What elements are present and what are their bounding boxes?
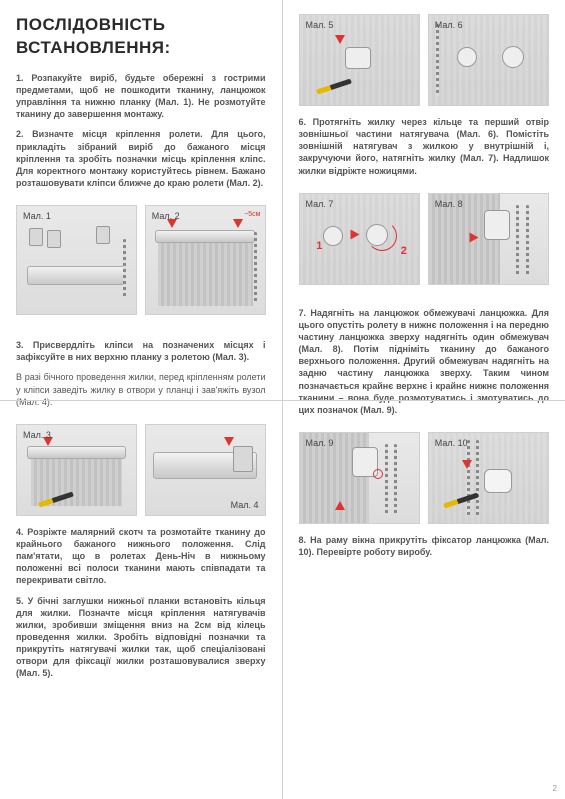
fig-label: Мал. 7: [306, 198, 334, 210]
step-6: 6. Протягніть жилку через кільце та перш…: [299, 116, 550, 177]
fig-label: Мал. 2: [152, 210, 180, 222]
page-title: ПОСЛІДОВНІСТЬ ВСТАНОВЛЕННЯ:: [16, 14, 266, 60]
figure-4: Мал. 4: [145, 424, 266, 516]
fig-row-9-10: Мал. 9 Мал. 10: [299, 432, 550, 524]
step-3: 3. Присвердліть кліпси на позначених міс…: [16, 339, 266, 363]
step-8: 8. На раму вікна прикрутіть фіксатор лан…: [299, 534, 550, 558]
fig-label: Мал. 9: [306, 437, 334, 449]
fig-label: Мал. 4: [231, 499, 259, 511]
figure-3: Мал. 3: [16, 424, 137, 516]
figure-2: Мал. 2 ~5см: [145, 205, 266, 315]
figure-9: Мал. 9: [299, 432, 420, 524]
fig-row-5-6: Мал. 5 Мал. 6: [299, 14, 550, 106]
figure-5: Мал. 5: [299, 14, 420, 106]
fig-label: Мал. 8: [435, 198, 463, 210]
callout-1: 1: [316, 239, 322, 254]
fig-row-3-4: Мал. 3 Мал. 4: [16, 424, 266, 516]
step-2: 2. Визначте місця кріплення ролети. Для …: [16, 128, 266, 189]
step-3b: В разі бічного проведення жилки, перед к…: [16, 371, 266, 407]
step-5: 5. У бічні заглушки нижньої планки встан…: [16, 595, 266, 680]
fig-label: Мал. 10: [435, 437, 468, 449]
fig-row-7-8: Мал. 7 1 2 Мал. 8: [299, 193, 550, 285]
step-4: 4. Розріжте малярний скотч та розмотайте…: [16, 526, 266, 587]
fig-label: Мал. 3: [23, 429, 51, 441]
figure-1: Мал. 1: [16, 205, 137, 315]
fig-label: Мал. 1: [23, 210, 51, 222]
figure-7: Мал. 7 1 2: [299, 193, 420, 285]
dimension-label: ~5см: [244, 210, 260, 219]
page-number: 2: [553, 784, 557, 795]
figure-8: Мал. 8: [428, 193, 549, 285]
right-column: Мал. 5 Мал. 6 6. Протягніть жилку через …: [283, 0, 565, 799]
fig-label: Мал. 6: [435, 19, 463, 31]
fig-row-1-2: Мал. 1 Мал. 2 ~5см: [16, 205, 266, 315]
figure-10: Мал. 10: [428, 432, 549, 524]
figure-6: Мал. 6: [428, 14, 549, 106]
step-1: 1. Розпакуйте виріб, будьте обережні з г…: [16, 72, 266, 121]
callout-2: 2: [401, 244, 407, 259]
fig-label: Мал. 5: [306, 19, 334, 31]
